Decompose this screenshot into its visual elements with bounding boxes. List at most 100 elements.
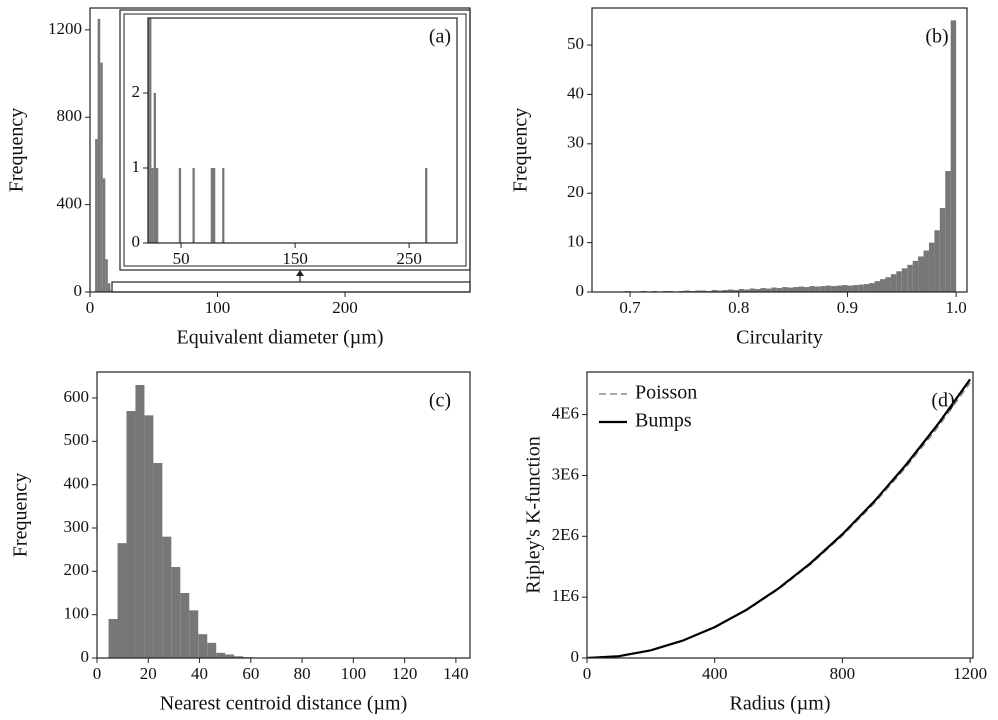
panel-label: (a) bbox=[429, 26, 451, 48]
bar bbox=[749, 288, 756, 292]
y-tick-label: 1200 bbox=[48, 19, 82, 38]
y-tick-label: 30 bbox=[567, 133, 584, 152]
bar bbox=[210, 168, 213, 243]
bar bbox=[178, 168, 182, 243]
bar bbox=[793, 287, 799, 292]
y-axis-label: Frequency bbox=[510, 108, 532, 192]
x-tick-label: 0 bbox=[583, 664, 592, 683]
bar bbox=[722, 290, 728, 292]
bar bbox=[744, 289, 750, 292]
y-tick-label: 800 bbox=[57, 106, 83, 125]
panel-label: (c) bbox=[429, 390, 451, 412]
bar bbox=[153, 93, 156, 243]
panel-label: (b) bbox=[925, 26, 948, 48]
x-tick-label: 250 bbox=[396, 249, 422, 268]
bar bbox=[782, 287, 788, 292]
bar bbox=[760, 288, 766, 292]
bar bbox=[880, 279, 886, 292]
x-tick-label: 140 bbox=[443, 664, 469, 683]
bar bbox=[222, 168, 225, 243]
bar bbox=[901, 268, 908, 292]
bar bbox=[212, 168, 216, 243]
x-tick-label: 40 bbox=[191, 664, 208, 683]
bar bbox=[216, 652, 226, 658]
x-tick-label: 0 bbox=[86, 298, 95, 317]
y-tick-label: 0 bbox=[132, 232, 141, 251]
bar bbox=[863, 284, 870, 292]
y-tick-label: 500 bbox=[64, 430, 90, 449]
bar bbox=[890, 274, 897, 292]
bar bbox=[858, 284, 864, 292]
legend-label: Bumps bbox=[635, 410, 692, 432]
x-tick-label: 0.8 bbox=[728, 298, 749, 317]
y-tick-label: 200 bbox=[64, 560, 90, 579]
y-tick-label: 600 bbox=[64, 387, 90, 406]
bar bbox=[695, 290, 701, 292]
plot-frame bbox=[147, 17, 458, 244]
x-tick-label: 400 bbox=[702, 664, 728, 683]
y-tick-label: 300 bbox=[64, 517, 90, 536]
plot-frame bbox=[96, 371, 471, 659]
x-axis-label: Circularity bbox=[736, 327, 823, 349]
bar bbox=[110, 289, 113, 292]
x-tick-label: 50 bbox=[173, 249, 190, 268]
marks bbox=[108, 385, 262, 658]
y-tick-label: 0 bbox=[81, 647, 90, 666]
y-tick-label: 20 bbox=[567, 182, 584, 201]
bar bbox=[814, 286, 821, 292]
y-tick-label: 0 bbox=[576, 281, 585, 300]
bar bbox=[717, 290, 723, 292]
x-tick-label: 0.7 bbox=[619, 298, 641, 317]
x-tick-label: 60 bbox=[242, 664, 259, 683]
bar bbox=[684, 290, 690, 292]
x-tick-label: 800 bbox=[830, 664, 856, 683]
marks bbox=[587, 378, 972, 658]
bar bbox=[153, 463, 163, 658]
y-tick-label: 400 bbox=[64, 474, 90, 493]
bar bbox=[180, 593, 190, 658]
y-axis-label: Ripley's K-function bbox=[523, 436, 545, 593]
y-tick-label: 400 bbox=[57, 194, 83, 213]
bar bbox=[700, 290, 707, 292]
y-tick-label: 0 bbox=[74, 281, 83, 300]
bar bbox=[842, 285, 848, 292]
x-tick-label: 100 bbox=[341, 664, 367, 683]
x-axis-label: Radius (µm) bbox=[730, 693, 831, 715]
bar bbox=[787, 287, 794, 292]
bar bbox=[923, 250, 929, 292]
bar bbox=[108, 619, 118, 658]
panel: 0 400 800 1200 0 1E6 2E6 3E6 4E6 Poisson Bumps (d) R… bbox=[523, 371, 987, 715]
bar bbox=[198, 634, 208, 658]
bar bbox=[711, 290, 717, 292]
bar bbox=[126, 411, 136, 658]
y-tick-label: 2 bbox=[132, 82, 141, 101]
x-tick-label: 0 bbox=[93, 664, 102, 683]
x-tick-label: 80 bbox=[294, 664, 311, 683]
marks bbox=[597, 20, 957, 292]
x-tick-label: 100 bbox=[205, 298, 231, 317]
bar bbox=[945, 170, 951, 292]
plot-frame bbox=[586, 371, 974, 659]
bar bbox=[820, 286, 826, 292]
bar bbox=[95, 139, 98, 292]
x-axis-label: Nearest centroid distance (µm) bbox=[160, 693, 408, 715]
x-tick-label: 1.0 bbox=[946, 298, 967, 317]
bar bbox=[874, 281, 881, 292]
y-tick-label: 2E6 bbox=[552, 525, 579, 544]
legend-label: Poisson bbox=[635, 382, 697, 404]
y-tick-label: 50 bbox=[567, 34, 584, 53]
bar bbox=[869, 283, 875, 292]
bar bbox=[907, 264, 913, 292]
bar bbox=[776, 288, 783, 292]
bar bbox=[836, 285, 842, 292]
bar bbox=[771, 287, 777, 292]
bar bbox=[225, 654, 235, 658]
bar bbox=[425, 168, 428, 243]
bar bbox=[809, 286, 815, 292]
bar bbox=[117, 543, 127, 658]
bar bbox=[950, 20, 957, 292]
y-axis-label: Frequency bbox=[10, 473, 32, 557]
bar bbox=[151, 168, 154, 243]
bar bbox=[207, 642, 217, 658]
